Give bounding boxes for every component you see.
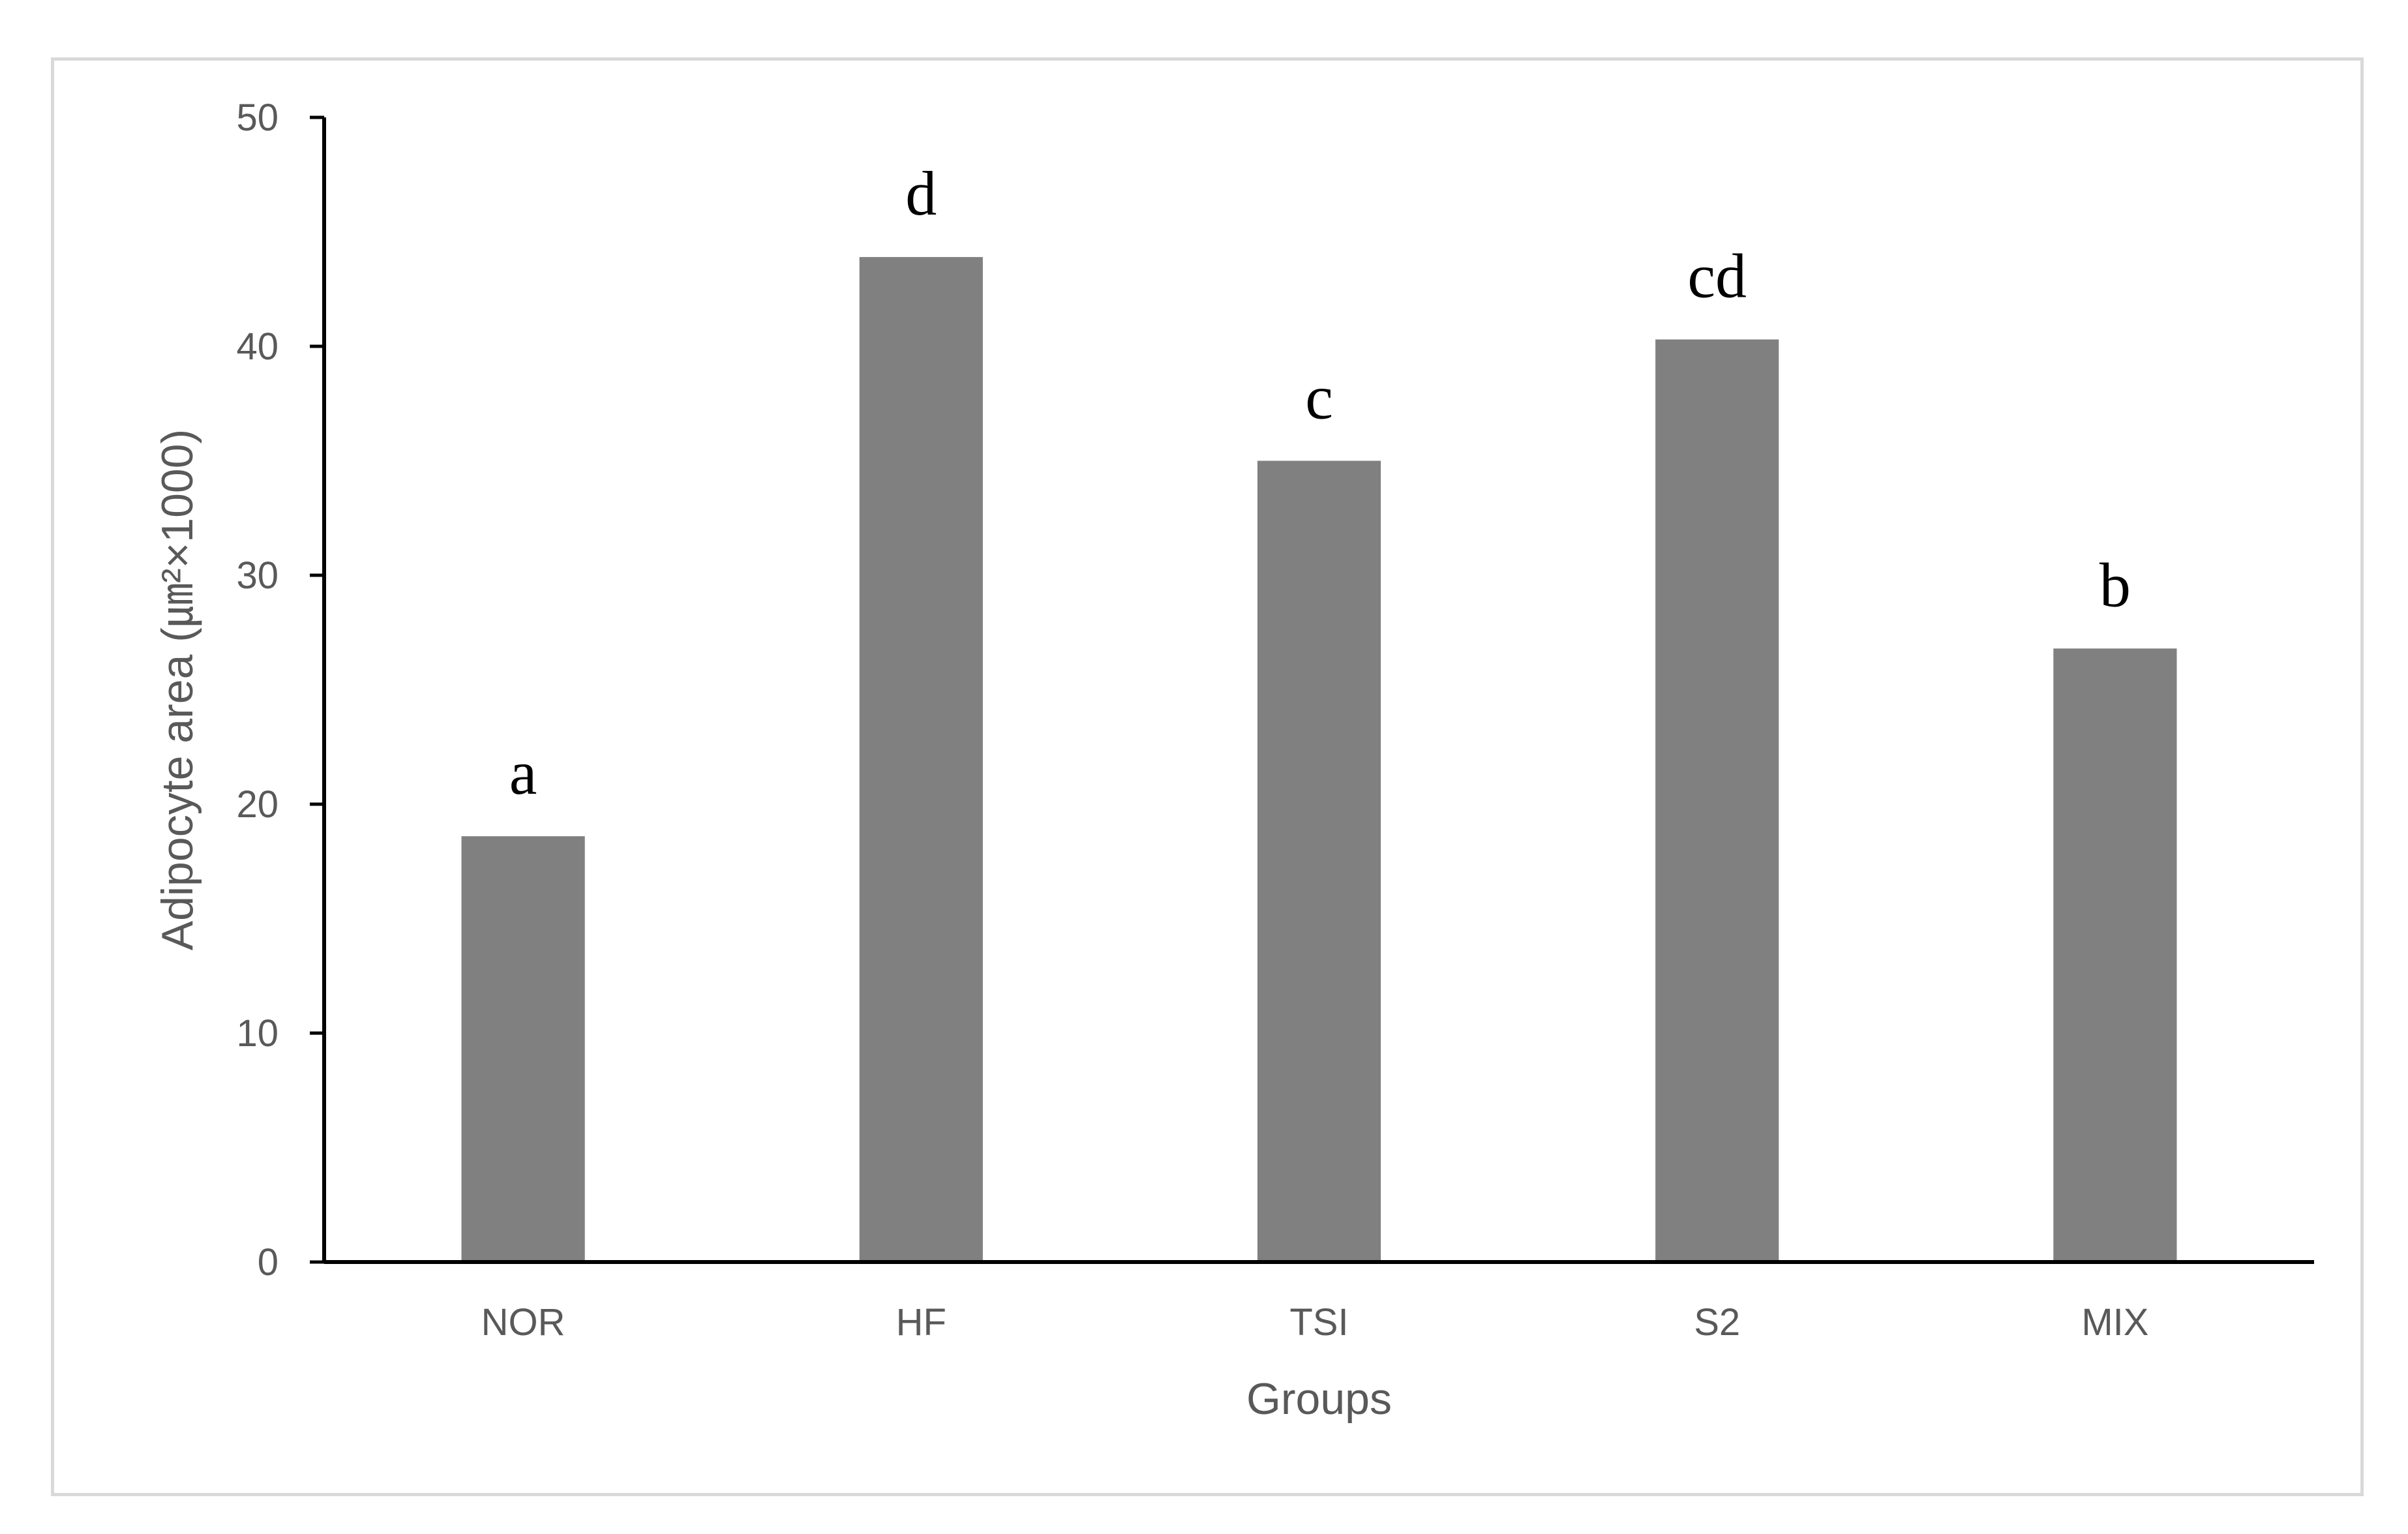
significance-label-nor: a	[509, 738, 537, 807]
y-axis-title: Adipocyte area (㎛²×1000)	[153, 429, 202, 950]
bars	[461, 257, 2177, 1262]
x-axis-title: Groups	[1246, 1374, 1392, 1424]
bar-tsi	[1257, 460, 1381, 1262]
y-tick-label: 30	[236, 554, 278, 597]
chart-frame	[51, 57, 2364, 1496]
significance-label-hf: d	[905, 158, 937, 228]
bar-nor	[461, 836, 585, 1262]
x-tick-label-tsi: TSI	[1289, 1301, 1348, 1344]
significance-label-s2: cd	[1687, 241, 1747, 310]
y-tick-label: 0	[258, 1241, 278, 1284]
x-tick-label-s2: S2	[1694, 1301, 1740, 1344]
significance-label-mix: b	[2099, 550, 2131, 620]
x-axis-tick-labels: NOR HF TSI S2 MIX	[481, 1301, 2149, 1344]
significance-labels: a d c cd b	[509, 158, 2131, 807]
y-tick-label: 10	[236, 1012, 278, 1055]
y-tick-label: 40	[236, 325, 278, 368]
x-tick-label-nor: NOR	[481, 1301, 565, 1344]
y-tick-label: 50	[236, 97, 278, 139]
bar-mix	[2053, 648, 2177, 1262]
significance-label-tsi: c	[1305, 363, 1333, 432]
y-axis-ticks: 0 10 20 30 40 50	[236, 97, 324, 1284]
x-tick-label-mix: MIX	[2081, 1301, 2148, 1344]
y-tick-label: 20	[236, 783, 278, 826]
bar-s2	[1655, 339, 1779, 1262]
bar-hf	[859, 257, 983, 1262]
x-tick-label-hf: HF	[896, 1301, 946, 1344]
